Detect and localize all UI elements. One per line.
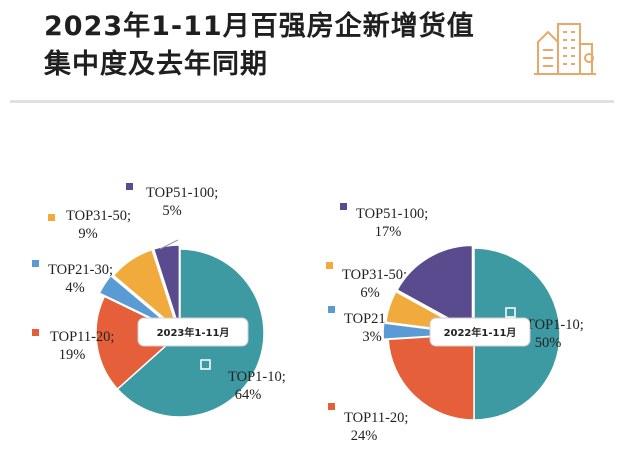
pie1-square-marker bbox=[200, 359, 211, 370]
pie2-marker-top51-100 bbox=[340, 203, 347, 210]
pie1-label-top1-10: TOP1-10; bbox=[228, 369, 286, 385]
pie1-percent-top51-100: 5% bbox=[162, 203, 181, 219]
pie2-label-top11-20: TOP11-20; bbox=[344, 410, 408, 426]
pie1-marker-top11-20 bbox=[32, 329, 39, 336]
pie1-percent-top21-30: 4% bbox=[65, 280, 84, 296]
page-title: 2023年1-11月百强房企新增货值 集中度及去年同期 bbox=[44, 8, 504, 84]
pie1-percent-top31-50: 9% bbox=[78, 226, 97, 242]
pie1-center-box bbox=[137, 317, 249, 347]
pie1-slice-top11-20 bbox=[95, 295, 182, 391]
pie1-center-label: 2023年1-11月 bbox=[157, 326, 230, 339]
pie2-center-label: 2022年1-11月 bbox=[444, 326, 517, 339]
pie1-marker-top21-30 bbox=[32, 260, 39, 267]
pie1-percent-top11-20: 19% bbox=[59, 347, 86, 363]
pie2-label-top31-50: TOP31-50; bbox=[342, 267, 407, 283]
pie1-label-top51-100: TOP51-100; bbox=[146, 185, 218, 201]
pie2-percent-top21-30: 3% bbox=[362, 329, 381, 345]
pie2-square-marker bbox=[505, 307, 516, 318]
pie2-slice-top21-30 bbox=[382, 322, 470, 341]
header-divider bbox=[10, 100, 614, 103]
pie1-marker-top31-50 bbox=[48, 214, 55, 221]
pie1-slice-top31-50 bbox=[112, 248, 180, 332]
pie2-percent-top1-10: 50% bbox=[535, 335, 562, 351]
pie2-marker-top31-50 bbox=[326, 262, 333, 269]
pie2-percent-top51-100: 17% bbox=[375, 224, 402, 240]
pie2-percent-top31-50: 6% bbox=[360, 285, 379, 301]
pie1-percent-top1-10: 64% bbox=[235, 387, 262, 403]
pie2-percent-top11-20: 24% bbox=[351, 428, 378, 444]
pie2-marker-top21-30 bbox=[328, 306, 335, 313]
title-line-2: 集中度及去年同期 bbox=[44, 49, 268, 80]
pie1-label-top21-30: TOP21-30; bbox=[48, 262, 113, 278]
city-buildings-icon bbox=[534, 23, 596, 75]
pie1-label-top11-20: TOP11-20; bbox=[50, 329, 114, 345]
pie1-marker-top51-100 bbox=[126, 183, 133, 190]
title-line-1: 2023年1-11月百强房企新增货值 bbox=[44, 11, 475, 42]
pie1-leader-line bbox=[159, 239, 179, 250]
pie1-slice-top21-30 bbox=[98, 274, 176, 331]
pie2-label-top1-10: TOP1-10; bbox=[526, 317, 584, 333]
pie1-label-top31-50: TOP31-50; bbox=[66, 208, 131, 224]
pie2-marker-top11-20 bbox=[328, 403, 335, 410]
pie2-label-top51-100: TOP51-100; bbox=[356, 206, 428, 222]
pie2-slice-top11-20 bbox=[387, 333, 475, 421]
pie2-slice-top51-100 bbox=[396, 244, 474, 333]
pie2-center-box bbox=[429, 317, 531, 347]
